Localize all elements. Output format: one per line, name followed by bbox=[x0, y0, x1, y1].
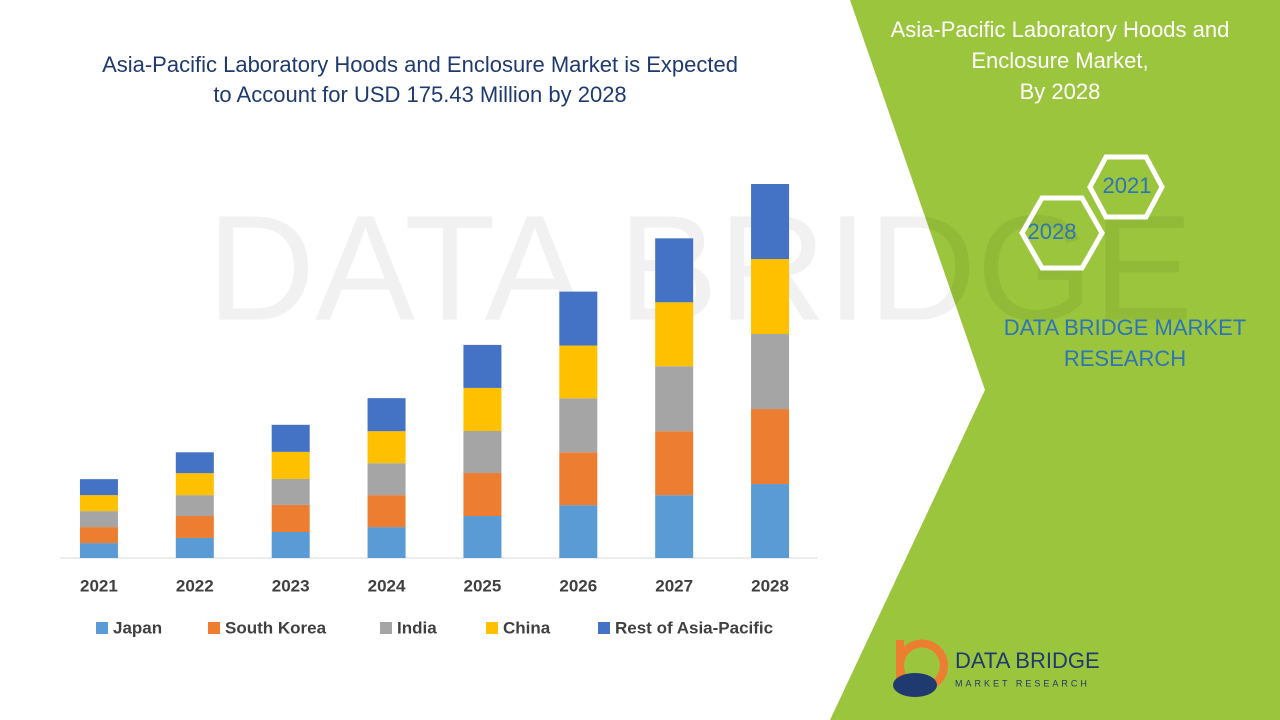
bar-segment bbox=[79, 495, 118, 512]
logo-name: DATA BRIDGE bbox=[955, 648, 1100, 673]
legend-swatch bbox=[380, 622, 392, 634]
x-tick-label: 2024 bbox=[368, 576, 406, 595]
x-tick-label: 2023 bbox=[272, 576, 310, 595]
x-tick-label: 2022 bbox=[176, 576, 214, 595]
green-panel bbox=[830, 0, 1280, 720]
logo-tagline: MARKET RESEARCH bbox=[955, 678, 1090, 688]
bar-segment bbox=[751, 409, 790, 485]
x-tick-label: 2027 bbox=[655, 576, 693, 595]
legend-swatch bbox=[486, 622, 498, 634]
bar-segment bbox=[79, 527, 118, 544]
bar-segment bbox=[367, 398, 406, 432]
bar-segment bbox=[367, 527, 406, 558]
bar-segment bbox=[271, 504, 310, 533]
bar-segment bbox=[655, 431, 694, 496]
hex-label: 2028 bbox=[1028, 219, 1077, 244]
bar-segment bbox=[79, 511, 118, 528]
bar-segment bbox=[559, 398, 598, 453]
x-tick-label: 2026 bbox=[559, 576, 597, 595]
bar-segment bbox=[175, 452, 214, 474]
legend-label: South Korea bbox=[225, 618, 327, 637]
bar-segment bbox=[655, 495, 694, 558]
bar-segment bbox=[463, 387, 502, 431]
panel-title-line: Asia-Pacific Laboratory Hoods and bbox=[890, 17, 1230, 42]
bar-segment bbox=[655, 302, 694, 367]
bar-segment bbox=[367, 463, 406, 496]
bar-segment bbox=[559, 505, 598, 558]
bar-segment bbox=[751, 334, 790, 410]
watermark: DATA BRIDGE bbox=[207, 184, 1193, 352]
legend-swatch bbox=[208, 622, 220, 634]
bar-segment bbox=[175, 537, 214, 558]
bar-segment bbox=[367, 495, 406, 528]
bar-segment bbox=[271, 451, 310, 479]
bar-segment bbox=[463, 430, 502, 473]
x-tick-label: 2021 bbox=[80, 576, 118, 595]
bar-segment bbox=[271, 532, 310, 558]
bar-segment bbox=[271, 424, 310, 452]
bar-segment bbox=[559, 452, 598, 506]
logo-mark bbox=[893, 673, 937, 697]
bar-segment bbox=[175, 495, 214, 517]
legend-swatch bbox=[598, 622, 610, 634]
legend-label: India bbox=[397, 618, 437, 637]
chart-title: Asia-Pacific Laboratory Hoods and Enclos… bbox=[102, 52, 738, 107]
x-tick-label: 2025 bbox=[464, 576, 502, 595]
bar-segment bbox=[751, 259, 790, 335]
legend-swatch bbox=[96, 622, 108, 634]
bar-segment bbox=[463, 344, 502, 388]
bar-segment bbox=[751, 184, 790, 260]
bar-segment bbox=[751, 484, 790, 558]
bar-segment bbox=[175, 516, 214, 538]
hexagon bbox=[1087, 154, 1165, 220]
bar-segment bbox=[559, 291, 598, 346]
legend-label: China bbox=[503, 618, 551, 637]
panel-title-line: Enclosure Market, bbox=[971, 48, 1149, 73]
bar-segment bbox=[79, 479, 118, 496]
x-tick-label: 2028 bbox=[751, 576, 789, 595]
legend-label: Japan bbox=[113, 618, 162, 637]
hexagon bbox=[1019, 195, 1105, 271]
bar-segment bbox=[271, 478, 310, 505]
bar-segment bbox=[655, 238, 694, 303]
bar-segment bbox=[463, 472, 502, 517]
bar-segment bbox=[367, 431, 406, 464]
bar-segment bbox=[79, 543, 118, 558]
bar-segment bbox=[463, 516, 502, 558]
panel-title: Asia-Pacific Laboratory Hoods and Enclos… bbox=[860, 14, 1260, 107]
bar-segment bbox=[655, 366, 694, 432]
brand: DATA BRIDGE MARKET RESEARCH bbox=[1003, 315, 1247, 371]
bar-segment bbox=[559, 345, 598, 399]
panel-title-line: By 2028 bbox=[1019, 79, 1101, 104]
bar-segment bbox=[175, 473, 214, 496]
hex-label: 2021 bbox=[1103, 173, 1152, 198]
legend-label: Rest of Asia-Pacific bbox=[615, 618, 773, 637]
